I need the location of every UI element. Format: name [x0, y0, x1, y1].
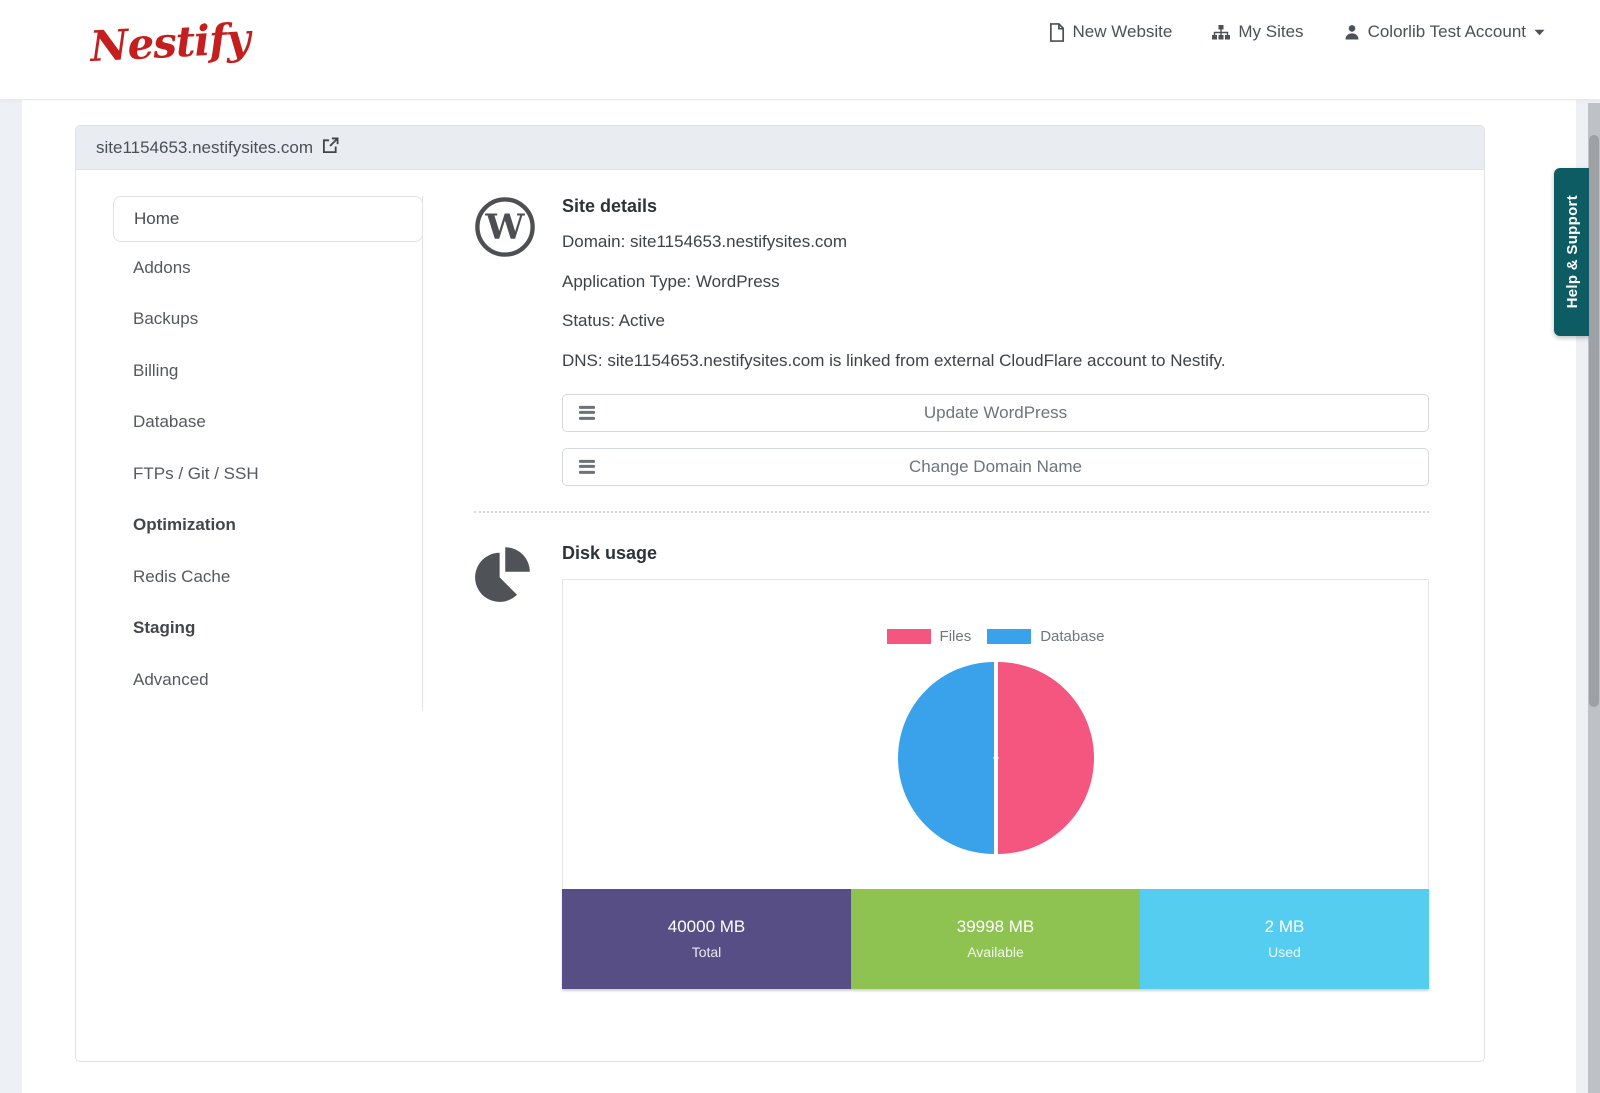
chart-legend: Files Database — [563, 628, 1428, 645]
pie-chart-icon — [474, 543, 536, 989]
user-icon — [1344, 24, 1360, 40]
disk-stats-bar: 40000 MB Total 39998 MB Available 2 MB U… — [562, 888, 1429, 989]
sidebar-item-addons[interactable]: Addons — [133, 257, 191, 277]
help-support-label: Help & Support — [1563, 195, 1581, 309]
stat-used: 2 MB Used — [1140, 888, 1429, 989]
disk-usage-section: Disk usage Files Database — [474, 543, 1429, 989]
site-domain-line: Domain: site1154653.nestifysites.com — [562, 232, 848, 251]
sidebar-item-optimization[interactable]: Optimization — [133, 515, 236, 535]
pie-slice-files — [997, 661, 1094, 854]
sidebar-item-advanced[interactable]: Advanced — [133, 669, 209, 689]
menu-icon — [579, 459, 595, 474]
sidebar-nav: Home Addons Backups Billing Database FTP… — [113, 196, 423, 711]
total-value: 40000 MB — [667, 917, 746, 936]
used-value: 2 MB — [1264, 917, 1305, 936]
account-label: Colorlib Test Account — [1367, 22, 1526, 41]
disk-usage-text: Disk usage Files Database — [562, 543, 1429, 989]
database-label: Database — [1040, 627, 1105, 645]
content-column: W Site details Domain: site1154653.nesti… — [474, 196, 1429, 989]
stat-total: 40000 MB Total — [562, 888, 851, 989]
database-swatch — [987, 628, 1032, 644]
sitemap-icon — [1212, 24, 1231, 40]
site-details-text: Site details Domain: site1154653.nestify… — [562, 196, 1429, 502]
dns-line: DNS: site1154653.nestifysites.com is lin… — [562, 350, 1226, 370]
svg-text:W: W — [484, 207, 525, 248]
legend-files[interactable]: Files — [886, 627, 972, 645]
nestify-logo[interactable]: Nestify — [88, 13, 251, 72]
sidebar-item-home[interactable]: Home — [113, 196, 423, 242]
site-domain: site1154653.nestifysites.com — [96, 137, 314, 157]
external-link-icon[interactable] — [322, 137, 339, 159]
sidebar-item-database[interactable]: Database — [133, 412, 206, 432]
disk-usage-title: Disk usage — [562, 542, 658, 563]
application-type-line: Application Type: WordPress — [562, 271, 780, 291]
files-swatch — [886, 628, 931, 644]
sidebar-item-ftps-git-ssh[interactable]: FTPs / Git / SSH — [133, 463, 259, 483]
account-menu[interactable]: Colorlib Test Account — [1344, 22, 1545, 42]
legend-database[interactable]: Database — [987, 628, 1104, 645]
available-label: Available — [967, 944, 1024, 960]
app-header: Nestify New Website My Sites Colorlib Te… — [0, 0, 1600, 100]
site-domain-bar: site1154653.nestifysites.com — [76, 126, 1484, 170]
scrollbar-thumb[interactable] — [1589, 135, 1599, 707]
sidebar-item-billing[interactable]: Billing — [133, 360, 179, 380]
new-website-icon — [1049, 22, 1065, 42]
site-panel: site1154653.nestifysites.com Home Addons… — [75, 125, 1485, 1062]
wordpress-icon: W — [474, 196, 536, 502]
caret-down-icon — [1534, 29, 1545, 36]
section-divider — [474, 510, 1429, 513]
sidebar-item-staging[interactable]: Staging — [133, 618, 196, 638]
available-value: 39998 MB — [956, 917, 1035, 936]
pie-chart — [897, 660, 1094, 861]
my-sites-label: My Sites — [1238, 22, 1304, 41]
new-website-button[interactable]: New Website — [1049, 22, 1173, 42]
menu-icon — [579, 405, 595, 420]
site-details-title: Site details — [562, 196, 658, 216]
used-label: Used — [1268, 944, 1301, 960]
change-domain-label: Change Domain Name — [909, 456, 1082, 476]
panel-body: Home Addons Backups Billing Database FTP… — [76, 170, 1484, 989]
disk-usage-chart: Files Database — [562, 578, 1429, 889]
update-wordpress-button[interactable]: Update WordPress — [562, 393, 1429, 432]
sidebar-item-backups[interactable]: Backups — [133, 309, 199, 329]
update-wordpress-label: Update WordPress — [923, 402, 1068, 422]
total-label: Total — [691, 944, 722, 960]
site-details-section: W Site details Domain: site1154653.nesti… — [474, 196, 1429, 502]
main-area: site1154653.nestifysites.com Home Addons… — [22, 100, 1576, 1093]
new-website-label: New Website — [1072, 22, 1173, 41]
sidebar-item-redis-cache[interactable]: Redis Cache — [133, 566, 231, 586]
my-sites-button[interactable]: My Sites — [1212, 22, 1304, 42]
pie-slice-database — [897, 661, 994, 854]
help-support-tab[interactable]: Help & Support — [1554, 168, 1590, 336]
change-domain-button[interactable]: Change Domain Name — [562, 447, 1429, 486]
status-line: Status: Active — [562, 311, 665, 330]
header-nav: New Website My Sites Colorlib Test Accou… — [1049, 0, 1545, 64]
files-label: Files — [939, 627, 972, 645]
stat-available: 39998 MB Available — [851, 888, 1140, 989]
